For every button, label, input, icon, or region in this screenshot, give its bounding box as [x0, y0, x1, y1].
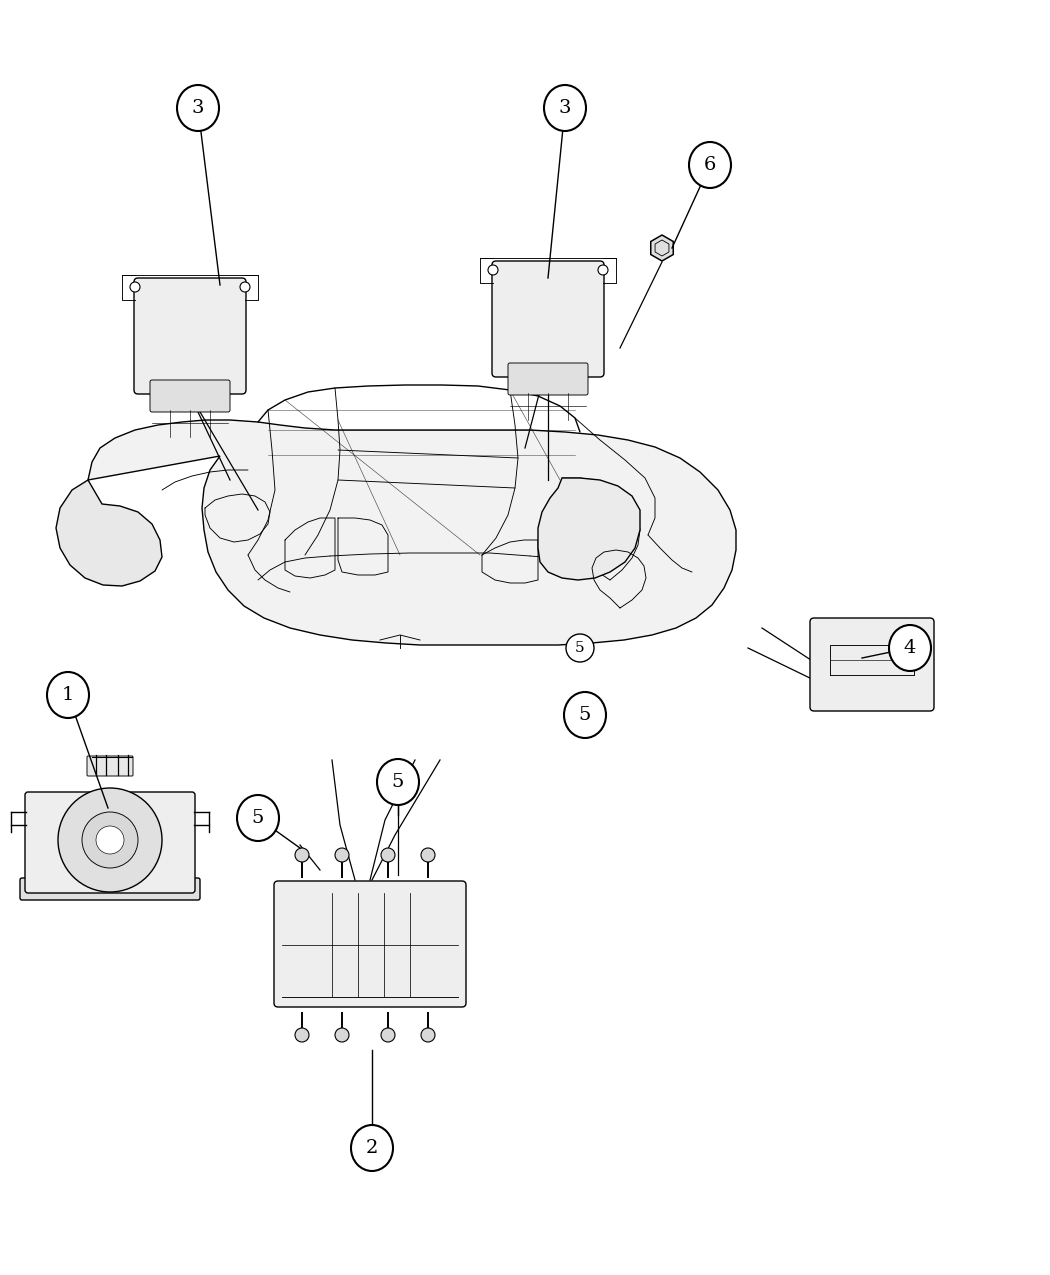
Circle shape: [381, 1028, 395, 1042]
Text: 6: 6: [704, 156, 716, 173]
Circle shape: [295, 1028, 309, 1042]
Circle shape: [488, 265, 498, 275]
Circle shape: [130, 282, 140, 292]
Ellipse shape: [889, 625, 931, 671]
Ellipse shape: [564, 692, 606, 738]
Ellipse shape: [177, 85, 219, 131]
Ellipse shape: [689, 142, 731, 187]
Circle shape: [82, 812, 138, 868]
FancyBboxPatch shape: [20, 878, 200, 900]
Ellipse shape: [47, 672, 89, 718]
Text: 3: 3: [559, 99, 571, 117]
FancyBboxPatch shape: [150, 380, 230, 412]
Text: 1: 1: [62, 686, 75, 704]
Circle shape: [421, 848, 435, 862]
FancyBboxPatch shape: [810, 618, 934, 711]
FancyBboxPatch shape: [134, 278, 246, 394]
Text: 5: 5: [392, 773, 404, 790]
Polygon shape: [651, 235, 673, 261]
Circle shape: [381, 848, 395, 862]
Circle shape: [335, 1028, 349, 1042]
Ellipse shape: [237, 796, 279, 842]
Circle shape: [295, 848, 309, 862]
Text: 2: 2: [365, 1139, 378, 1156]
Text: 3: 3: [192, 99, 205, 117]
Circle shape: [566, 634, 594, 662]
Text: 5: 5: [252, 810, 265, 827]
FancyBboxPatch shape: [25, 792, 195, 892]
Text: 4: 4: [904, 639, 917, 657]
Circle shape: [598, 265, 608, 275]
Circle shape: [335, 848, 349, 862]
Ellipse shape: [351, 1125, 393, 1170]
Polygon shape: [88, 419, 736, 645]
Circle shape: [240, 282, 250, 292]
Ellipse shape: [377, 759, 419, 805]
Text: 5: 5: [579, 706, 591, 724]
Circle shape: [421, 1028, 435, 1042]
FancyBboxPatch shape: [492, 261, 604, 377]
Ellipse shape: [544, 85, 586, 131]
FancyBboxPatch shape: [508, 363, 588, 395]
Text: 5: 5: [575, 641, 585, 655]
Circle shape: [96, 826, 124, 854]
Polygon shape: [538, 478, 640, 580]
Polygon shape: [56, 479, 162, 586]
FancyBboxPatch shape: [274, 881, 466, 1007]
FancyBboxPatch shape: [87, 756, 133, 776]
Circle shape: [58, 788, 162, 892]
